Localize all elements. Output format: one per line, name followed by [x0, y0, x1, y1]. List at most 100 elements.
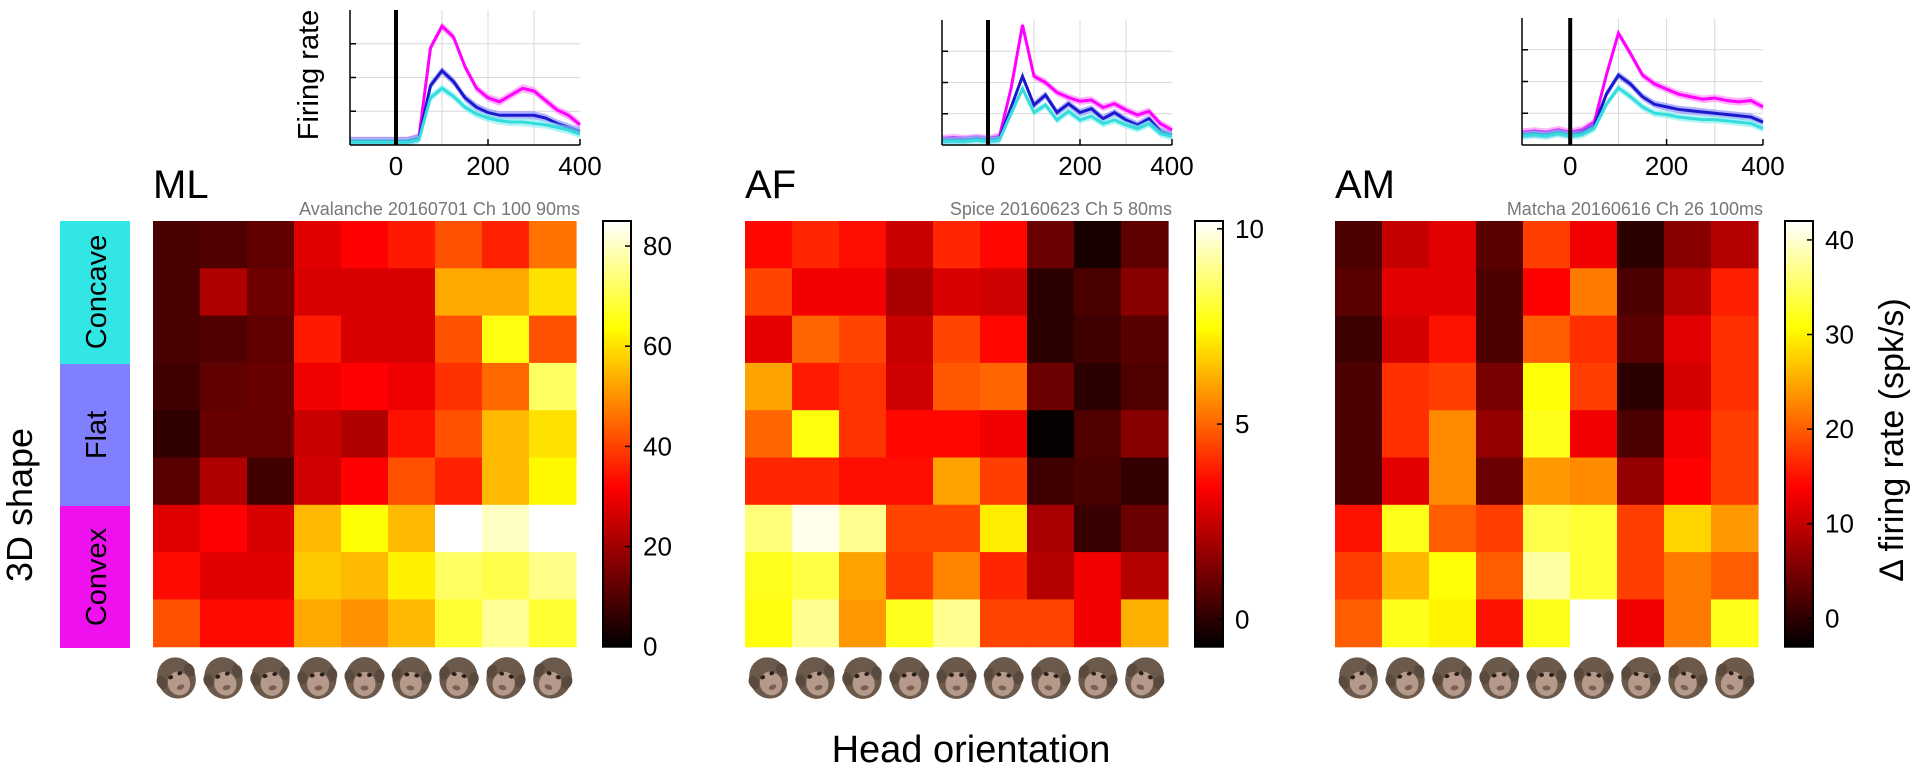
heatmap-cell: [1335, 457, 1383, 506]
heatmap-cell: [1664, 410, 1712, 459]
heatmap-cell: [1523, 410, 1571, 459]
psth-line: [942, 85, 1173, 143]
heatmap-cell: [388, 599, 436, 648]
heatmap-cell: [886, 315, 934, 364]
heatmap-cell: [294, 221, 342, 269]
heatmap-cell: [388, 315, 436, 364]
heatmap-cell: [200, 457, 248, 506]
heatmap-cell: [745, 410, 793, 459]
heatmap-cell: [745, 552, 793, 600]
heatmap-cell: [886, 552, 934, 600]
monkey-head-icon: [391, 657, 432, 699]
heatmap-cell: [153, 504, 201, 553]
heatmap-cell: [247, 599, 295, 648]
heatmap-cell: [792, 315, 840, 364]
heatmap-cell: [435, 552, 483, 600]
heatmap-cell: [792, 599, 840, 648]
heatmap-cell: [1382, 410, 1430, 459]
heatmap-cell: [792, 362, 840, 411]
heatmap-cell: [1429, 221, 1477, 269]
shape-label-flat: Flat: [81, 411, 113, 459]
heatmap-cell: [745, 268, 793, 317]
heatmap-cell: [388, 552, 436, 600]
colorbar: [1194, 220, 1224, 648]
heatmap-cell: [1570, 599, 1618, 648]
heatmap-cell: [153, 315, 201, 364]
heatmap-cell: [529, 504, 577, 553]
heatmap-cell: [529, 221, 577, 269]
heatmap-cell: [341, 504, 389, 553]
heatmap-cell: [980, 410, 1028, 459]
monkey-head-icon: [1526, 657, 1567, 699]
heatmap-cell: [200, 410, 248, 459]
psth-error-band: [942, 85, 1172, 145]
monkey-head-icon: [936, 657, 977, 699]
heatmap-cell: [1121, 552, 1169, 600]
colorbar-tick-label: 40: [1825, 225, 1854, 255]
monkey-head-icon: [486, 657, 526, 699]
heatmap-cell: [886, 268, 934, 317]
heatmap-cell: [1121, 504, 1169, 553]
psth-x-tick-label: 400: [558, 151, 601, 181]
heatmap-cell: [1027, 268, 1075, 317]
heatmap-cell: [294, 268, 342, 317]
panel-title-ml: ML: [153, 163, 209, 207]
colorbar-tick-label: 0: [1825, 603, 1839, 633]
heatmap-cell: [482, 599, 530, 648]
heatmap-cell: [886, 599, 934, 648]
heatmap-cell: [1382, 552, 1430, 600]
heatmap-cell: [1027, 599, 1075, 648]
heatmap-cell: [839, 457, 887, 506]
heatmap-cell: [839, 362, 887, 411]
heatmap-cell: [388, 457, 436, 506]
colorbar-tick-label: 0: [643, 632, 657, 662]
heatmap-cell: [388, 504, 436, 553]
heatmap-cell: [1523, 221, 1571, 269]
heatmap-cell: [341, 268, 389, 317]
heatmap-cell: [792, 552, 840, 600]
heatmap-cell: [1027, 504, 1075, 553]
heatmap-cell: [1664, 457, 1712, 506]
heatmap-cell: [1570, 410, 1618, 459]
heatmap-cell: [529, 552, 577, 600]
heatmap-cell: [1429, 362, 1477, 411]
heatmap-cell: [1617, 457, 1665, 506]
heatmap-cell: [294, 410, 342, 459]
heatmap-cell: [1664, 315, 1712, 364]
heatmap-cell: [1335, 504, 1383, 553]
psth-error-band: [350, 66, 580, 145]
psth-error-band: [1522, 71, 1763, 139]
heatmap-cell: [1617, 315, 1665, 364]
heatmap-cell: [1121, 599, 1169, 648]
heatmap-cell: [294, 504, 342, 553]
heatmap-cell: [247, 362, 295, 411]
heatmap-cell: [1476, 410, 1524, 459]
heatmap-cell: [200, 221, 248, 269]
y-axis-label: 3D shape: [0, 428, 40, 582]
heatmap-cell: [1711, 410, 1759, 459]
heatmap-cell: [200, 552, 248, 600]
monkey-head-icon: [1715, 657, 1755, 699]
heatmap-cell: [1382, 268, 1430, 317]
heatmap-cell: [933, 221, 981, 269]
psth-x-tick-label: 200: [466, 151, 509, 181]
heatmap-cell: [1429, 552, 1477, 600]
heatmap-cell: [1617, 504, 1665, 553]
heatmap-cell: [153, 362, 201, 411]
heatmap-cell: [482, 552, 530, 600]
heatmap-cell: [933, 268, 981, 317]
monkey-head-icon: [842, 657, 882, 699]
psth-x-tick-label: 200: [1058, 151, 1101, 181]
heatmap-cell: [1429, 457, 1477, 506]
heatmap-cell: [1027, 315, 1075, 364]
heatmap-cell: [482, 315, 530, 364]
heatmap-cell: [529, 457, 577, 506]
heatmap-cell: [153, 599, 201, 648]
heatmap-cell: [933, 504, 981, 553]
monkey-head-icon: [156, 657, 196, 699]
heatmap-cell: [435, 504, 483, 553]
heatmap-cell: [294, 599, 342, 648]
monkey-head-icon: [344, 657, 385, 699]
heatmap-cell: [745, 362, 793, 411]
monkey-head-icon: [1125, 657, 1165, 699]
